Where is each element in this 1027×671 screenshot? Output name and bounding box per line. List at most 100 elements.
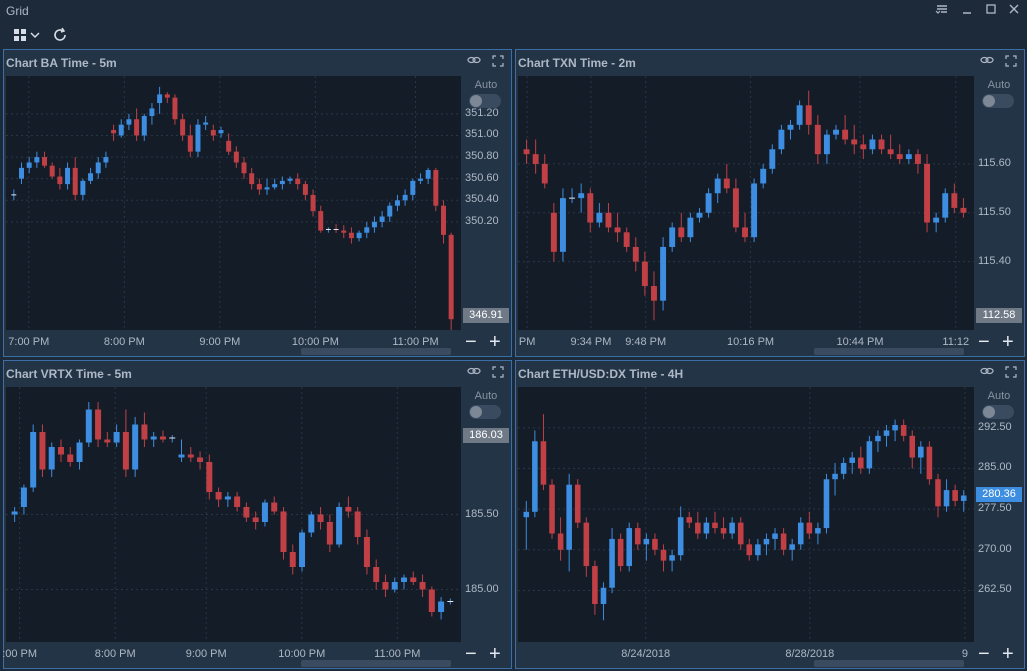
candle (132, 417, 139, 477)
candle (823, 473, 830, 534)
minimize-icon[interactable] (958, 3, 976, 19)
candle (869, 134, 876, 155)
candle (233, 146, 239, 168)
time-axis-label: 9 (961, 648, 968, 660)
expand-icon[interactable] (491, 366, 505, 380)
price-axis[interactable]: Auto 292.50 285.00 277.50 270.00 262.50 280.36 (974, 387, 1024, 642)
time-axis-label: 8:00 PM (94, 648, 136, 660)
link-icon[interactable] (980, 55, 994, 69)
expand-icon[interactable] (1004, 55, 1018, 69)
time-axis[interactable]: 8/24/2018 8/28/2018 9 (518, 642, 974, 668)
candle (379, 211, 385, 228)
list-icon[interactable] (933, 3, 951, 19)
refresh-icon[interactable] (50, 25, 70, 45)
candle (39, 424, 46, 477)
candle (387, 202, 393, 222)
candle (295, 173, 301, 190)
time-axis-label: PM (518, 336, 536, 348)
close-icon[interactable] (1005, 3, 1023, 19)
expand-icon[interactable] (491, 55, 505, 69)
price-axis-label: 115.40 (978, 254, 1011, 267)
maximize-icon[interactable] (982, 3, 1000, 19)
zoom-in-button[interactable]: + (1002, 643, 1014, 665)
candle (814, 115, 821, 164)
candle (169, 435, 176, 443)
chart-title: Chart VRTX Time - 5m (6, 367, 132, 381)
last-price-tag: 186.03 (463, 428, 509, 443)
zoom-out-button[interactable]: − (978, 331, 990, 353)
candle (48, 442, 55, 477)
auto-scale-toggle[interactable] (982, 405, 1014, 419)
zoom-out-button[interactable]: − (465, 643, 477, 665)
chart-plot-area[interactable] (518, 387, 974, 642)
candle (823, 129, 830, 164)
price-axis[interactable]: Auto 115.60 115.50 115.40 112.58 (974, 76, 1024, 330)
candle (896, 144, 903, 164)
candle (723, 163, 730, 194)
auto-scale-toggle[interactable] (469, 405, 501, 419)
candle (772, 528, 778, 550)
zoom-in-button[interactable]: + (489, 331, 501, 353)
auto-scale-toggle[interactable] (469, 94, 501, 108)
price-axis[interactable]: Auto 351.20 351.00 350.80 350.60 350.40 350.20… (461, 76, 511, 330)
chart-title: Chart BA Time - 5m (6, 56, 117, 70)
time-axis-label: 9:00 PM (185, 648, 227, 660)
candle (866, 435, 873, 474)
window-title: Grid (6, 4, 29, 18)
zoom-in-button[interactable]: + (1002, 331, 1014, 353)
price-axis[interactable]: Auto 185.50 185.00 186.03 (461, 387, 511, 642)
candle (126, 113, 132, 131)
grid-layout-icon[interactable] (12, 25, 42, 45)
candle (234, 492, 241, 512)
candle (88, 167, 94, 185)
horizontal-scrollbar[interactable] (814, 348, 964, 355)
candle (433, 167, 439, 212)
price-axis-label: 115.50 (978, 205, 1011, 218)
candle (797, 517, 804, 550)
horizontal-scrollbar[interactable] (301, 660, 451, 667)
candle (952, 484, 958, 507)
candle (695, 511, 701, 539)
candle (796, 100, 803, 130)
candle (840, 457, 847, 480)
time-axis-label: 11:00 PM (392, 336, 439, 348)
candle (438, 597, 445, 620)
horizontal-scrollbar[interactable] (814, 660, 964, 667)
candle (373, 559, 380, 590)
candle (714, 173, 721, 203)
time-axis[interactable]: 7:00 PM 8:00 PM 9:00 PM 10:00 PM 11:00 PM (6, 330, 461, 356)
candlestick-chart (518, 76, 974, 330)
candle (141, 113, 147, 141)
candle (150, 432, 157, 447)
candle (832, 462, 838, 496)
candle (447, 598, 454, 605)
chart-plot-area[interactable] (518, 76, 974, 330)
price-axis-label: 115.60 (978, 156, 1011, 169)
last-price-tag: 280.36 (976, 486, 1022, 502)
toggle-knob (470, 95, 482, 107)
candle (605, 203, 612, 233)
candle (302, 180, 308, 201)
candle (933, 212, 940, 233)
chart-plot-area[interactable] (6, 387, 461, 642)
zoom-in-button[interactable]: + (489, 643, 501, 665)
link-icon[interactable] (467, 366, 481, 380)
zoom-out-button[interactable]: − (465, 331, 477, 353)
expand-icon[interactable] (1004, 366, 1018, 380)
link-icon[interactable] (980, 366, 994, 380)
time-axis[interactable]: :00 PM 8:00 PM 9:00 PM 10:00 PM 11:00 PM (2, 642, 461, 668)
link-icon[interactable] (467, 55, 481, 69)
time-axis[interactable]: PM 9:34 PM 9:48 PM 10:16 PM 10:44 PM 11:12 (518, 330, 974, 356)
candle (272, 178, 278, 190)
chart-plot-area[interactable] (6, 76, 461, 330)
candle (851, 124, 858, 155)
candle (900, 419, 907, 442)
auto-label: Auto (987, 390, 1011, 402)
candle (317, 507, 324, 530)
auto-scale-toggle[interactable] (982, 94, 1014, 108)
candle (11, 189, 17, 201)
candle (402, 189, 408, 206)
candle (326, 514, 333, 552)
zoom-out-button[interactable]: − (978, 643, 990, 665)
horizontal-scrollbar[interactable] (301, 348, 451, 355)
